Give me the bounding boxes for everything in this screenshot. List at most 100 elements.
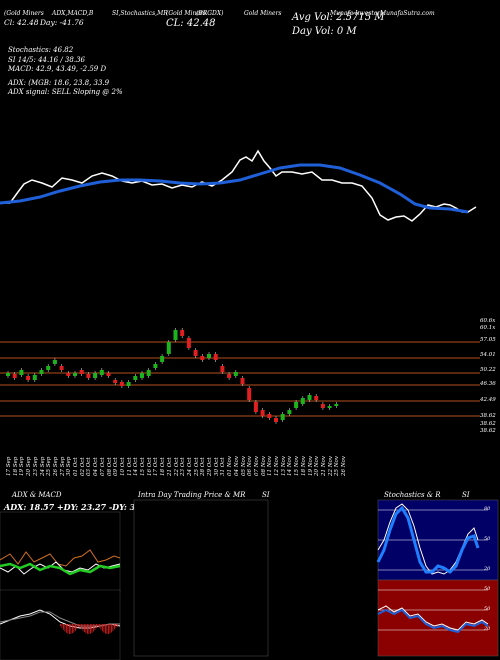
candle — [133, 376, 138, 380]
candle — [12, 374, 17, 378]
date-label: 28 Oct — [200, 457, 207, 476]
candle — [106, 373, 111, 376]
macd-histogram-bar — [69, 624, 70, 634]
date-label: 16 Oct — [146, 457, 153, 476]
macd-histogram-bar — [82, 624, 84, 631]
macd-histogram-bar — [72, 624, 73, 634]
macd-histogram-bar — [84, 624, 85, 633]
date-label: 03 Oct — [86, 457, 93, 476]
candle — [52, 360, 57, 364]
macd-histogram-bar — [115, 624, 117, 628]
candle — [46, 366, 51, 370]
candle — [153, 364, 158, 368]
date-label: 23 Oct — [180, 457, 187, 476]
date-label: 25 Oct — [193, 457, 200, 476]
macd-histogram-bar — [99, 624, 100, 628]
stochastic-k-line — [376, 505, 480, 574]
candle — [193, 350, 198, 356]
macd-histogram-bar — [112, 624, 114, 631]
signal-line — [0, 611, 120, 627]
date-label: 04 Oct — [93, 457, 100, 476]
macd-histogram-bar — [66, 624, 67, 633]
macd-histogram-bar — [61, 624, 63, 628]
date-label: 11 Oct — [126, 457, 133, 476]
candle — [86, 374, 91, 378]
stoch-tick: 20 — [484, 566, 491, 572]
adx-reading: ADX: (MGB: 18.6, 23.8, 33.9 — [8, 79, 110, 87]
stoch-tick: 50 — [484, 536, 491, 542]
macd-histogram-bar — [79, 624, 81, 627]
macd-histogram-bar — [78, 624, 79, 628]
candle — [166, 342, 171, 354]
price-label: 54.01 — [480, 352, 496, 358]
plus-di-line — [0, 562, 121, 576]
macd-histogram-bar — [64, 624, 66, 632]
candle — [6, 373, 10, 376]
header-tag: SI,Stochastics,MR — [112, 10, 168, 17]
date-label: 22 Oct — [173, 457, 180, 476]
candle — [200, 356, 205, 360]
date-label: 18 Oct — [160, 457, 167, 476]
stoch-tick: 80 — [484, 506, 491, 512]
date-label: 19 Sep — [19, 456, 26, 476]
intraday-title: Intra Day Trading Price & MR — [138, 491, 246, 499]
date-label: 24 Sep — [39, 456, 46, 476]
candle — [253, 402, 258, 412]
day-volume: Day Vol: 0 M — [292, 26, 357, 37]
price-line — [0, 149, 477, 222]
macd-histogram-bar — [106, 624, 108, 634]
date-label: 24 Oct — [186, 457, 193, 476]
macd-histogram-bar — [97, 624, 99, 627]
date-label: 17 Sep — [6, 456, 12, 476]
price-label: 60.6x — [480, 318, 496, 324]
price-label: 38.62 — [480, 421, 496, 427]
macd-histogram-bar — [96, 624, 97, 629]
header-tag: (Gold Miners — [166, 10, 206, 17]
macd-histogram-bar — [105, 624, 106, 634]
macd-histogram-bar — [103, 624, 105, 633]
candle — [314, 396, 319, 400]
macd-histogram-bar — [91, 624, 93, 633]
si-reading: SI 14/5: 44.16 / 38.36 — [8, 56, 85, 64]
intraday-panel — [133, 499, 269, 657]
macd-histogram-bar — [85, 624, 87, 634]
candle — [327, 406, 332, 408]
macd-histogram-bar — [87, 624, 88, 634]
candle — [247, 388, 252, 400]
candle — [66, 373, 71, 376]
date-label: 02 Oct — [79, 457, 86, 476]
candle — [119, 382, 124, 386]
avg-volume: Avg Vol: 2.5715 M — [292, 12, 385, 23]
candle — [294, 402, 299, 408]
adx-values: ADX: 18.57 +DY: 23.27 -DY: 33.85 — [4, 502, 155, 512]
si-panel — [377, 579, 499, 657]
adx-panel — [0, 511, 121, 593]
candle — [233, 372, 238, 376]
date-label: 18 Nov — [300, 456, 307, 476]
candle — [300, 398, 305, 404]
date-label: 04 Nov — [233, 456, 240, 476]
price-label: 38.62 — [480, 413, 496, 419]
macd-histogram-bar — [73, 624, 75, 633]
candlestick-chart — [0, 328, 480, 424]
date-label: 26 Nov — [341, 456, 347, 476]
intraday-si-label: SI — [262, 491, 270, 499]
candle — [126, 382, 131, 386]
candle — [287, 410, 292, 414]
date-label: 06 Nov — [247, 456, 254, 476]
header-tag: Munafa Investor) — [330, 10, 383, 17]
macd-histogram-bar — [60, 624, 61, 626]
price-label: 50.22 — [480, 367, 496, 373]
candle — [146, 370, 151, 376]
macd-reading: MACD: 42.9, 43.49, -2.59 D — [8, 65, 107, 73]
macd-histogram-bar — [81, 624, 82, 629]
date-label: 20 Nov — [314, 456, 321, 476]
date-label: 25 Nov — [334, 456, 341, 476]
macd-histogram-bar — [63, 624, 64, 630]
date-label: 23 Sep — [32, 456, 39, 476]
price-label: 60.1x — [480, 325, 496, 331]
stochastics-reading: Stochastics: 46.82 — [8, 46, 74, 54]
macd-histogram-bar — [75, 624, 76, 631]
price-label: 42.49 — [480, 397, 496, 403]
header-tag: ADX,MACD,B — [52, 10, 94, 17]
